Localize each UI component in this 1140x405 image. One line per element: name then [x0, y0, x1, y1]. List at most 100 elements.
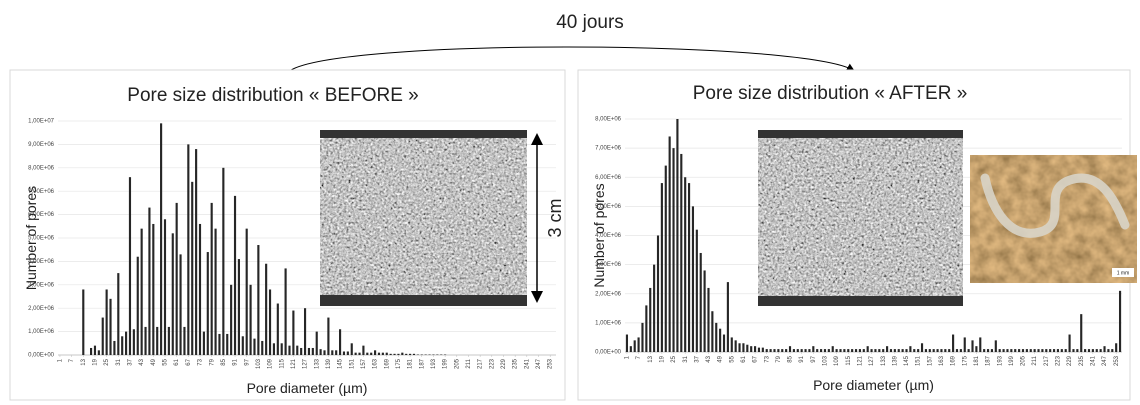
- bar: [715, 322, 718, 352]
- y-tick-label: 5,00E+06: [595, 204, 622, 210]
- x-tick-label: 79: [209, 358, 215, 365]
- x-tick-label: 241: [524, 358, 530, 369]
- bar: [986, 349, 990, 352]
- bar: [831, 346, 834, 352]
- x-tick-label: 181: [408, 358, 414, 369]
- x-tick-label: 115: [279, 358, 285, 368]
- bar: [839, 349, 842, 352]
- x-tick-label: 103: [823, 355, 829, 366]
- bar: [97, 350, 100, 355]
- bar: [687, 183, 691, 352]
- x-tick-label: 133: [314, 358, 320, 369]
- bar: [292, 310, 295, 355]
- bar: [156, 326, 159, 355]
- bar: [412, 353, 416, 355]
- bar: [928, 349, 931, 352]
- bar: [1060, 349, 1063, 352]
- bar: [719, 328, 722, 352]
- worm-photo: 1 mm: [970, 155, 1137, 283]
- x-tick-label: 223: [1056, 355, 1062, 366]
- bar: [777, 349, 780, 352]
- bar: [1064, 349, 1067, 352]
- x-tick-label: 43: [139, 358, 145, 365]
- x-axis-label: Pore diameter (µm): [813, 377, 934, 393]
- bar: [366, 352, 369, 355]
- bar: [866, 346, 869, 352]
- bar: [346, 351, 349, 355]
- bar: [913, 349, 916, 352]
- x-tick-label: 109: [834, 355, 840, 366]
- bar: [1068, 334, 1071, 352]
- x-tick-label: 7: [636, 355, 642, 359]
- chart-title: Pore size distribution « BEFORE »: [127, 85, 418, 106]
- bar: [924, 349, 927, 352]
- bar: [198, 223, 202, 355]
- y-tick-label: 3,00E+06: [28, 282, 55, 288]
- x-tick-label: 25: [104, 358, 110, 365]
- bar: [1099, 349, 1102, 352]
- bar: [722, 334, 726, 352]
- bar: [1021, 349, 1025, 352]
- y-axis-label: Number of pores: [591, 183, 607, 287]
- bar: [664, 165, 667, 352]
- x-tick-label: 67: [186, 358, 192, 365]
- bar: [128, 177, 132, 355]
- x-tick-label: 157: [927, 355, 933, 366]
- bar: [354, 352, 357, 355]
- x-tick-label: 139: [326, 358, 332, 369]
- x-tick-label: 19: [93, 358, 99, 365]
- y-tick-label: 9,00E+06: [28, 142, 55, 148]
- y-tick-label: 5,00E+06: [28, 236, 55, 242]
- bar: [335, 350, 338, 355]
- bar: [187, 144, 190, 355]
- bar: [167, 326, 170, 355]
- bar: [994, 340, 997, 352]
- bar: [226, 333, 229, 355]
- bar: [990, 349, 993, 352]
- x-tick-label: 121: [857, 355, 863, 366]
- bar: [1002, 349, 1005, 352]
- bar: [707, 287, 710, 352]
- bar: [823, 349, 827, 352]
- bar: [202, 331, 205, 355]
- bar: [1103, 346, 1106, 352]
- bar: [816, 349, 819, 352]
- bar: [1080, 314, 1083, 352]
- bar: [804, 349, 807, 352]
- bar: [374, 350, 377, 355]
- bar: [680, 153, 683, 352]
- x-tick-label: 43: [706, 355, 712, 362]
- bar: [738, 343, 741, 352]
- bar: [249, 284, 252, 355]
- bar: [742, 343, 745, 352]
- bar: [179, 254, 182, 355]
- bar: [843, 349, 846, 352]
- charts: Pore size distribution « BEFORE » Pore di…: [23, 83, 1122, 396]
- bar: [726, 282, 729, 352]
- y-tick-label: 4,00E+06: [28, 259, 55, 265]
- x-tick-label: 205: [1021, 355, 1027, 366]
- bar: [781, 349, 784, 352]
- x-tick-label: 235: [1079, 355, 1085, 366]
- bar: [808, 349, 811, 352]
- bar: [1087, 349, 1091, 352]
- bar: [711, 311, 714, 352]
- bar: [1033, 349, 1036, 352]
- bar: [253, 338, 256, 355]
- x-tick-label: 37: [128, 358, 134, 365]
- bar: [645, 305, 648, 352]
- bar: [385, 352, 388, 355]
- bar: [886, 346, 889, 352]
- x-tick-label: 1: [58, 358, 64, 362]
- bar: [148, 207, 151, 355]
- bar: [257, 245, 260, 355]
- x-tick-label: 13: [648, 355, 654, 362]
- bar: [827, 349, 830, 352]
- bar: [323, 350, 326, 355]
- x-tick-label: 193: [431, 358, 437, 369]
- bar: [125, 331, 128, 355]
- bar: [93, 345, 97, 355]
- arrow: [287, 46, 855, 73]
- bar: [1049, 349, 1052, 352]
- bar: [847, 349, 850, 352]
